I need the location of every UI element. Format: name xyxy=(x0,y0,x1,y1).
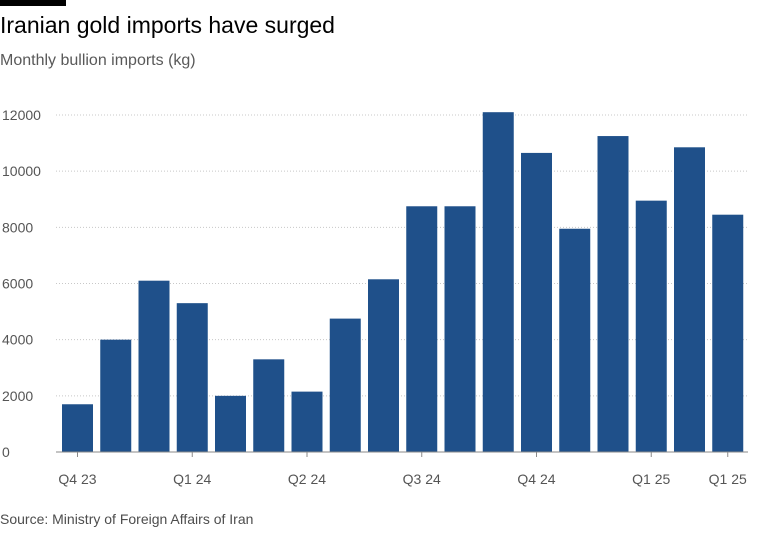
x-tick-label: Q1 24 xyxy=(173,471,211,487)
x-axis-ticks: Q4 23 Q1 24 Q2 24 Q3 24 Q4 24 Q1 25 Q1 25 xyxy=(58,452,747,487)
gridlines xyxy=(56,114,748,397)
bar xyxy=(215,395,246,452)
bar xyxy=(674,147,705,452)
y-tick-label: 12000 xyxy=(2,107,41,123)
bars xyxy=(62,112,744,453)
bar xyxy=(712,214,744,452)
chart-title: Iranian gold imports have surged xyxy=(0,12,335,38)
bar xyxy=(253,359,285,452)
bar xyxy=(444,206,476,452)
brand-bar xyxy=(0,0,66,6)
y-tick-label: 0 xyxy=(2,444,10,460)
y-tick-label: 2000 xyxy=(2,388,33,404)
source-note: Source: Ministry of Foreign Affairs of I… xyxy=(0,511,254,527)
x-tick-label: Q4 24 xyxy=(517,471,555,487)
x-tick-label: Q1 25 xyxy=(632,471,670,487)
y-tick-label: 4000 xyxy=(2,332,33,348)
y-tick-label: 10000 xyxy=(2,163,41,179)
x-tick-label: Q4 23 xyxy=(58,471,96,487)
y-tick-label: 8000 xyxy=(2,219,33,235)
y-axis-ticks: 0 2000 4000 6000 8000 10000 12000 xyxy=(2,107,41,460)
bar xyxy=(597,136,629,452)
bar xyxy=(62,404,93,452)
bar xyxy=(329,318,361,452)
bar xyxy=(100,339,132,452)
bar xyxy=(138,280,170,452)
bar xyxy=(635,200,667,452)
bar-chart: 0 2000 4000 6000 8000 10000 12000 Q4 23 Q1 24 Q2… xyxy=(2,107,748,487)
chart-subtitle: Monthly bullion imports (kg) xyxy=(0,52,196,69)
bar xyxy=(521,152,552,452)
x-tick-label: Q1 25 xyxy=(709,471,747,487)
bar xyxy=(291,391,323,452)
bar xyxy=(368,279,399,452)
bar xyxy=(176,303,208,452)
bar xyxy=(559,228,591,452)
x-tick-label: Q2 24 xyxy=(288,471,326,487)
x-tick-label: Q3 24 xyxy=(403,471,441,487)
bar xyxy=(406,206,438,452)
y-tick-label: 6000 xyxy=(2,276,33,292)
bar xyxy=(482,112,514,453)
